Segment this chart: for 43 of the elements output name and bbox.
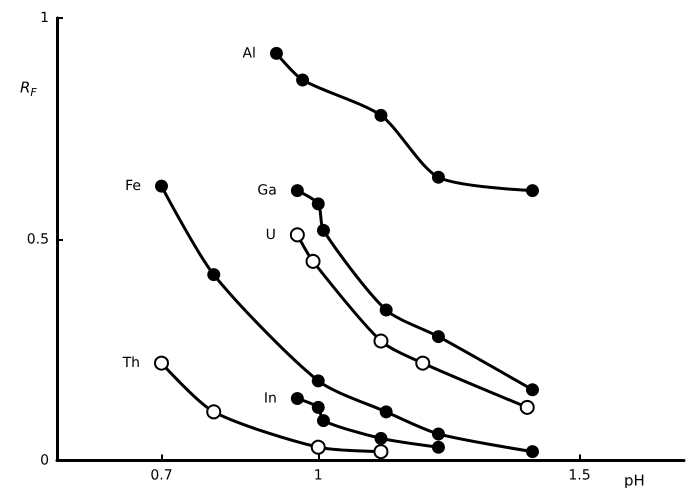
point <box>316 224 330 237</box>
point <box>155 180 168 193</box>
point <box>312 400 325 414</box>
y-tick-label: 0 <box>40 452 49 468</box>
point <box>380 304 393 317</box>
point <box>270 46 283 60</box>
point <box>432 170 445 184</box>
x-tick-label: 1.5 <box>568 468 591 484</box>
point <box>316 414 330 428</box>
y-tick-label: 0.5 <box>26 231 49 248</box>
point <box>154 356 169 371</box>
point <box>290 227 305 242</box>
series-label: Fe <box>125 178 141 194</box>
point <box>526 383 539 396</box>
point <box>374 432 388 445</box>
x-tick-label: 1 <box>314 468 323 484</box>
series-label: Th <box>122 355 140 372</box>
point <box>290 184 304 198</box>
point <box>432 440 445 454</box>
point <box>374 108 388 122</box>
point <box>310 440 326 455</box>
point <box>312 374 325 388</box>
series-label: U <box>266 226 276 243</box>
point <box>373 334 388 349</box>
y-tick-label: 1 <box>40 10 49 26</box>
point <box>207 268 220 282</box>
point <box>415 356 430 371</box>
x-tick-label: 0.7 <box>150 468 173 484</box>
point <box>296 73 310 86</box>
point <box>526 445 539 458</box>
series-label: Ga <box>257 182 277 199</box>
point <box>306 254 321 269</box>
series-label: In <box>264 390 277 407</box>
point <box>290 392 304 406</box>
point <box>380 405 393 418</box>
point <box>373 444 388 460</box>
series-label: Al <box>242 45 256 62</box>
point <box>520 400 535 415</box>
point <box>312 197 325 210</box>
point <box>206 404 222 420</box>
point <box>526 184 539 198</box>
point <box>432 427 445 440</box>
point <box>432 330 445 344</box>
